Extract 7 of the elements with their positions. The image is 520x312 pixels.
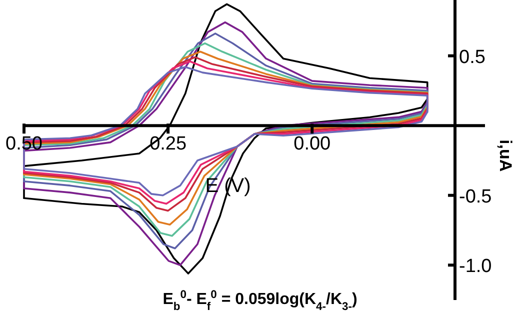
y-tick-label: -0.5: [459, 186, 492, 208]
y-axis-title: i,uA: [496, 140, 515, 172]
y-tick-label: 0.5: [459, 46, 486, 68]
x-tick-label: 0.00: [294, 134, 331, 155]
y-tick-label: -1.0: [459, 256, 492, 278]
text: E$_{b}$$^{0}$- E$_{f}$$^{0}$ = 0.059log(K$_{4-}$/K$_{3-}$): [162, 289, 358, 312]
x-tick-label: 0.25: [150, 134, 187, 155]
